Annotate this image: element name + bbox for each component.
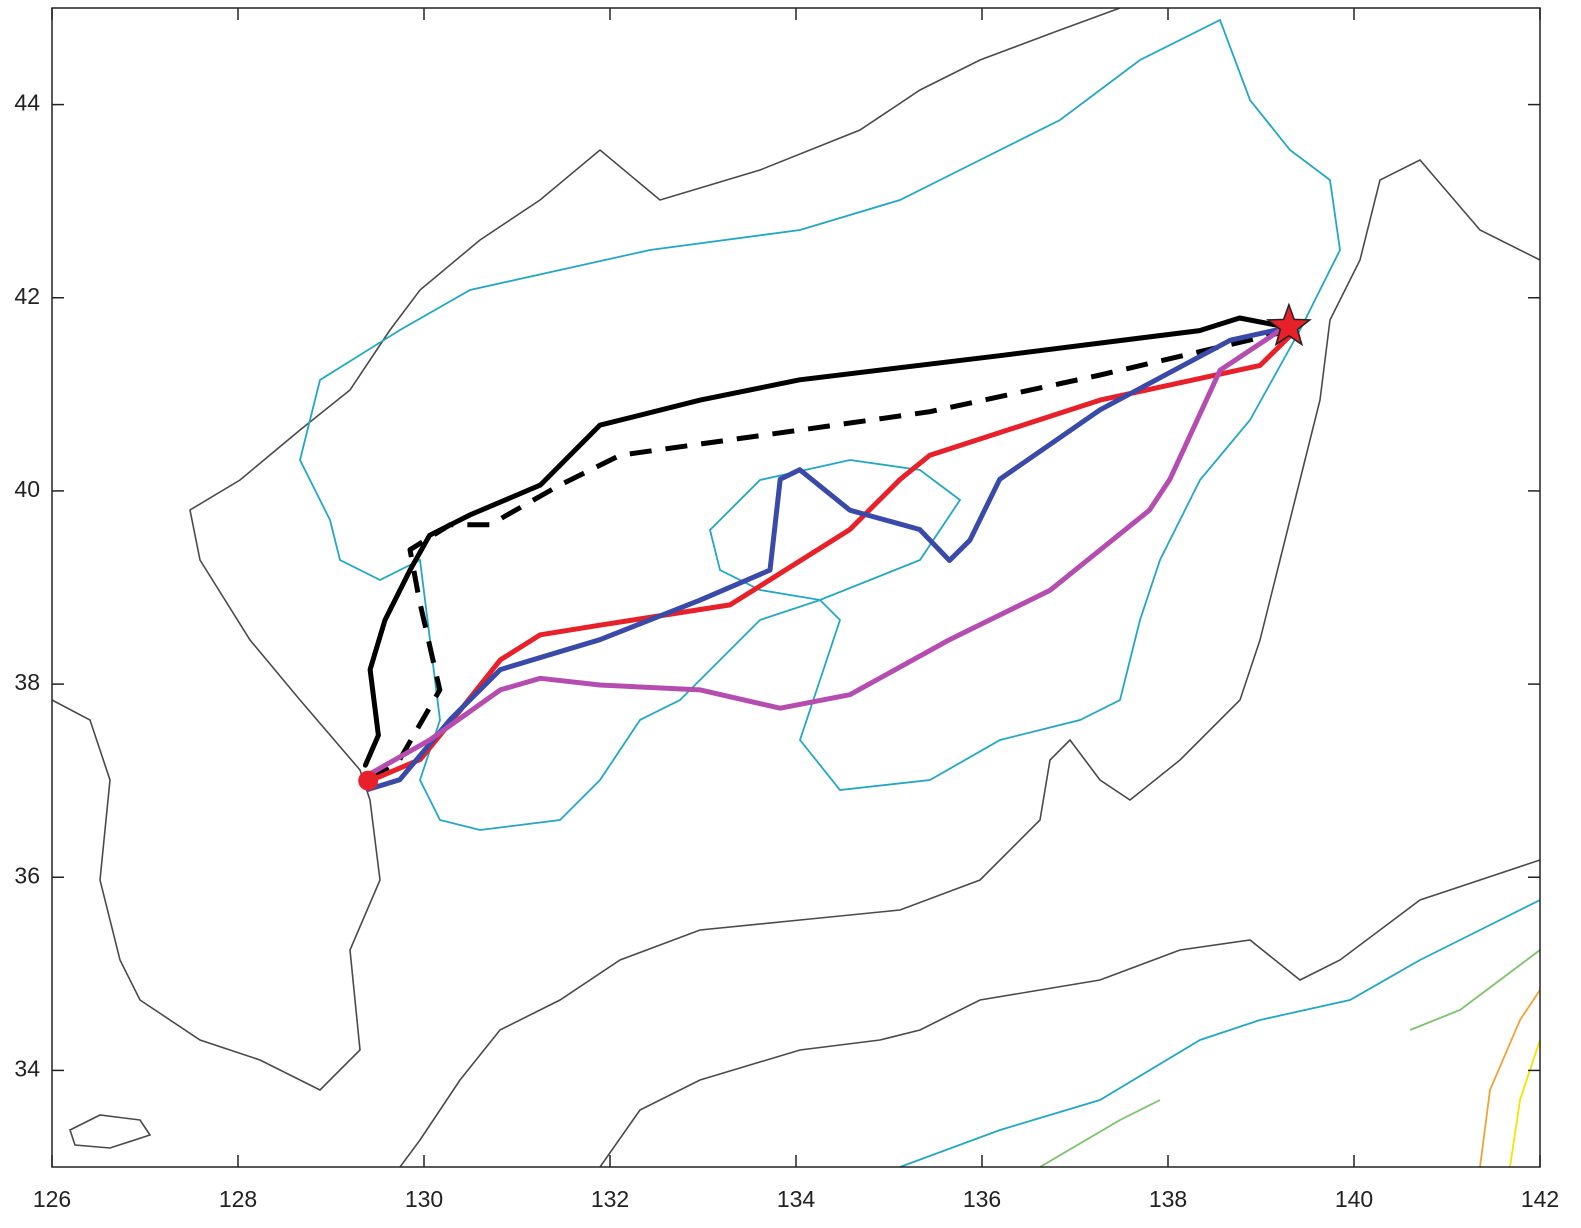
x-tick-label: 142 — [1521, 1186, 1559, 1212]
x-tick-label: 126 — [33, 1186, 71, 1212]
trajectory — [365, 323, 1298, 792]
y-tick-label: 42 — [14, 283, 40, 309]
x-tick-label: 128 — [219, 1186, 257, 1212]
depth-contour-inner — [709, 459, 962, 601]
y-tick-label: 40 — [14, 476, 40, 502]
y-tick-label: 34 — [14, 1055, 40, 1081]
x-tick-label: 134 — [777, 1186, 816, 1212]
x-tick-label: 140 — [1335, 1186, 1373, 1212]
y-tick-label: 44 — [14, 90, 40, 116]
coastline-korea-china — [51, 7, 1121, 1091]
depth-contour — [299, 18, 1341, 831]
data-layer — [358, 302, 1312, 792]
plot-area — [52, 8, 1540, 1167]
depth-contour-3 — [1479, 989, 1541, 1168]
end-marker — [1265, 302, 1312, 347]
depth-contour-2 — [1039, 949, 1541, 1168]
y-tick-label: 38 — [14, 669, 40, 695]
depth-contour-4 — [1509, 1039, 1541, 1168]
start-marker — [358, 770, 379, 791]
coastline-japan — [399, 159, 1541, 1168]
x-tick-label: 136 — [963, 1186, 1001, 1212]
x-tick-label: 138 — [1149, 1186, 1187, 1212]
x-tick-label: 132 — [591, 1186, 629, 1212]
y-tick-label: 36 — [14, 862, 40, 888]
trajectory — [362, 315, 1298, 768]
trajectory — [365, 328, 1283, 778]
x-tick-label: 130 — [405, 1186, 443, 1212]
trajectory — [368, 328, 1291, 782]
coastline-shikoku-kyushu — [599, 859, 1541, 1168]
coastline-jeju — [69, 1114, 152, 1149]
depth-contour-south — [899, 899, 1541, 1168]
